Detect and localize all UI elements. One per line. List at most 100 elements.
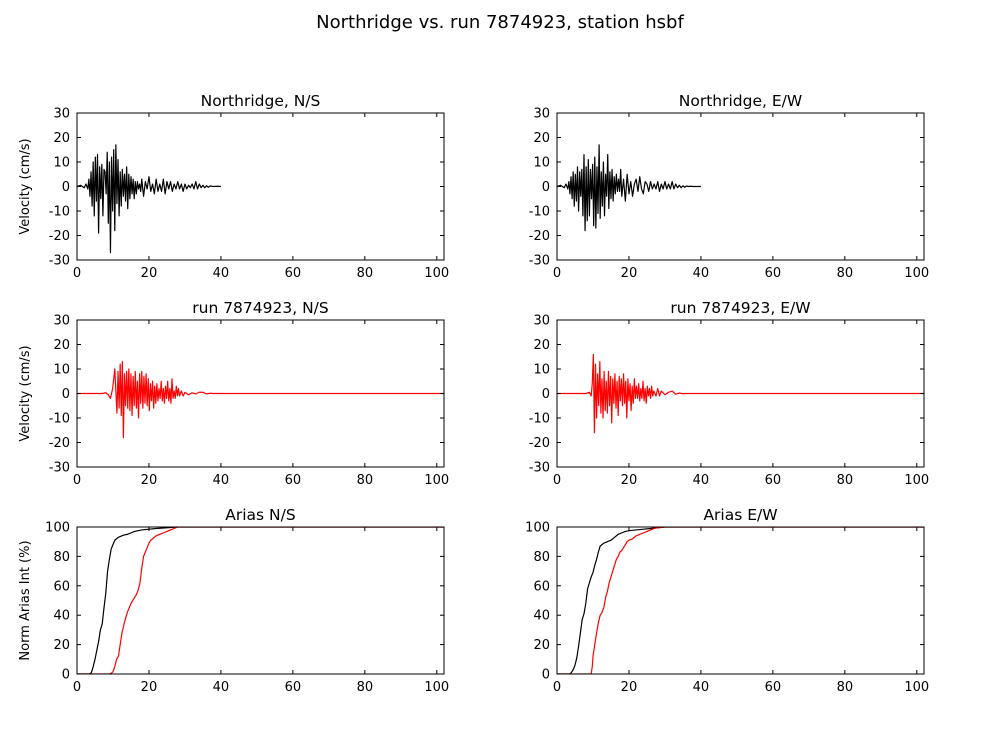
y-tick-label: 30 bbox=[533, 314, 550, 329]
x-tick-label: 0 bbox=[553, 266, 561, 281]
y-tick-label: 0 bbox=[62, 668, 70, 683]
panel-title: Arias E/W bbox=[703, 506, 777, 524]
panel-title: Northridge, E/W bbox=[679, 92, 802, 110]
y-tick-label: -20 bbox=[529, 436, 550, 451]
x-tick-label: 100 bbox=[424, 680, 449, 695]
x-tick-label: 40 bbox=[213, 473, 230, 488]
x-tick-label: 100 bbox=[904, 473, 929, 488]
y-axis-label: Norm Arias Int (%) bbox=[18, 540, 33, 660]
chart-panel-6: 0 20 40 60 80 100 100 80 60 40 20 0 Arias E/W bbox=[525, 506, 929, 695]
x-tick-label: 80 bbox=[357, 473, 374, 488]
series-line-1 bbox=[77, 361, 444, 439]
x-tick-label: 80 bbox=[357, 266, 374, 281]
y-tick-label: 100 bbox=[45, 521, 70, 536]
y-tick-label: 10 bbox=[533, 156, 550, 171]
x-tick-label: 20 bbox=[141, 266, 158, 281]
y-tick-label: -10 bbox=[529, 412, 550, 427]
y-tick-label: 100 bbox=[525, 521, 550, 536]
series-line-1 bbox=[557, 144, 701, 232]
y-tick-label: 60 bbox=[53, 579, 70, 594]
y-tick-label: 20 bbox=[53, 338, 70, 353]
x-tick-label: 0 bbox=[73, 680, 81, 695]
series-line-1 bbox=[77, 144, 221, 254]
x-tick-label: 20 bbox=[621, 473, 638, 488]
chart-panel-2: 0 20 40 60 80 1003020100-10-20-30Northridge, … bbox=[529, 92, 929, 281]
y-axis-label: Velocity (cm/s) bbox=[18, 138, 33, 234]
x-tick-label: 40 bbox=[213, 680, 230, 695]
series-line-2 bbox=[557, 527, 924, 674]
y-tick-label: -30 bbox=[529, 254, 550, 269]
y-tick-label: 0 bbox=[62, 387, 70, 402]
y-tick-label: -30 bbox=[529, 461, 550, 476]
x-tick-label: 0 bbox=[553, 473, 561, 488]
panel-title: Arias N/S bbox=[225, 506, 295, 524]
y-tick-label: 30 bbox=[53, 107, 70, 122]
y-tick-label: -10 bbox=[49, 412, 70, 427]
x-tick-label: 60 bbox=[765, 473, 782, 488]
x-tick-label: 100 bbox=[424, 266, 449, 281]
x-tick-label: 60 bbox=[285, 473, 302, 488]
y-tick-label: 40 bbox=[533, 609, 550, 624]
y-tick-label: -30 bbox=[49, 461, 70, 476]
y-tick-label: 20 bbox=[533, 638, 550, 653]
x-tick-label: 60 bbox=[285, 680, 302, 695]
y-tick-label: 10 bbox=[53, 156, 70, 171]
panel-title: run 7874923, E/W bbox=[670, 299, 810, 317]
y-tick-label: 30 bbox=[533, 107, 550, 122]
x-tick-label: 20 bbox=[141, 680, 158, 695]
series-line-1 bbox=[77, 527, 444, 674]
y-tick-label: 20 bbox=[53, 638, 70, 653]
series-line-2 bbox=[77, 527, 444, 674]
y-tick-label: 30 bbox=[53, 314, 70, 329]
y-tick-label: 0 bbox=[62, 180, 70, 195]
x-tick-label: 40 bbox=[693, 266, 710, 281]
plot-frame bbox=[556, 526, 925, 675]
x-tick-label: 40 bbox=[213, 266, 230, 281]
series-line-1 bbox=[557, 527, 924, 674]
y-tick-label: -20 bbox=[529, 229, 550, 244]
y-tick-label: -20 bbox=[49, 229, 70, 244]
y-tick-label: 40 bbox=[53, 609, 70, 624]
x-tick-label: 20 bbox=[621, 680, 638, 695]
x-tick-label: 100 bbox=[904, 266, 929, 281]
y-tick-label: 0 bbox=[542, 180, 550, 195]
y-tick-label: -20 bbox=[49, 436, 70, 451]
x-tick-label: 80 bbox=[837, 680, 854, 695]
chart-panel-1: 0 20 40 60 80 1003020100-10-20-30Northridge, … bbox=[18, 92, 449, 281]
figure-title: Northridge vs. run 7874923, station hsbf bbox=[316, 12, 684, 33]
y-tick-label: 60 bbox=[533, 579, 550, 594]
plot-frame bbox=[76, 526, 445, 675]
y-tick-label: -10 bbox=[49, 205, 70, 220]
series-line-1 bbox=[557, 353, 924, 434]
x-tick-label: 0 bbox=[73, 266, 81, 281]
panel-title: Northridge, N/S bbox=[201, 92, 321, 110]
x-tick-label: 80 bbox=[837, 266, 854, 281]
y-tick-label: -10 bbox=[529, 205, 550, 220]
y-tick-label: 10 bbox=[533, 363, 550, 378]
x-tick-label: 0 bbox=[73, 473, 81, 488]
x-tick-label: 40 bbox=[693, 680, 710, 695]
y-tick-label: -30 bbox=[49, 254, 70, 269]
y-tick-label: 20 bbox=[533, 338, 550, 353]
x-tick-label: 80 bbox=[357, 680, 374, 695]
y-tick-label: 20 bbox=[533, 131, 550, 146]
y-axis-label: Velocity (cm/s) bbox=[18, 345, 33, 441]
panel-title: run 7874923, N/S bbox=[192, 299, 329, 317]
y-tick-label: 0 bbox=[542, 668, 550, 683]
y-tick-label: 0 bbox=[542, 387, 550, 402]
y-tick-label: 80 bbox=[533, 550, 550, 565]
x-tick-label: 60 bbox=[285, 266, 302, 281]
x-tick-label: 20 bbox=[141, 473, 158, 488]
x-tick-label: 100 bbox=[904, 680, 929, 695]
x-tick-label: 20 bbox=[621, 266, 638, 281]
y-tick-label: 10 bbox=[53, 363, 70, 378]
x-tick-label: 60 bbox=[765, 680, 782, 695]
chart-panel-5: 0 20 40 60 80 100 100 80 60 40 20 0 Arias N/S Norm Ar… bbox=[18, 506, 449, 695]
x-tick-label: 40 bbox=[693, 473, 710, 488]
x-tick-label: 80 bbox=[837, 473, 854, 488]
x-tick-label: 0 bbox=[553, 680, 561, 695]
x-tick-label: 100 bbox=[424, 473, 449, 488]
